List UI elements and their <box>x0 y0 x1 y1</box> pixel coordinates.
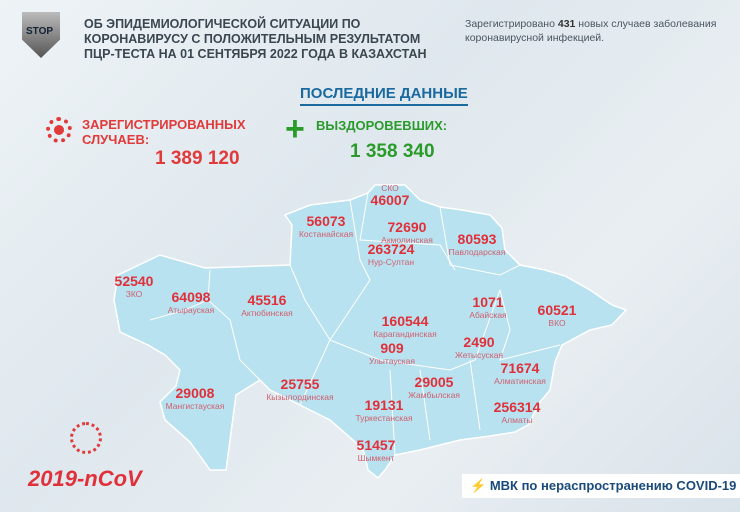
virus-icon <box>46 117 72 143</box>
region-label: 80593 Павлодарская <box>448 231 506 258</box>
region-value: 72690 <box>387 219 427 235</box>
region-label: 72690 Акмолинская <box>381 219 433 246</box>
region-name: Павлодарская <box>448 247 506 257</box>
region-label: 71674 Алматинская <box>494 360 546 387</box>
region-label: 60521 ВКО <box>537 302 577 329</box>
registered-value: 1 389 120 <box>155 148 240 169</box>
region-value: 2490 <box>463 334 495 350</box>
region-name: Актюбинская <box>241 308 293 318</box>
region-value: 25755 <box>280 376 320 392</box>
lightning-icon: ⚡ <box>470 478 490 493</box>
region-name: Жамбылская <box>408 390 460 400</box>
region-value: 263724 <box>367 241 415 257</box>
region-value: 29008 <box>175 385 215 401</box>
region-label: 256314 Алматы <box>493 399 541 426</box>
region-name: Кызылординская <box>266 392 334 402</box>
title-line: КОРОНАВИРУСУ С ПОЛОЖИТЕЛЬНЫМ РЕЗУЛЬТАТОМ <box>84 32 421 46</box>
region-value: 52540 <box>114 273 154 289</box>
region-label: 52540 ЗКО <box>114 273 154 300</box>
region-name: Карагандинская <box>373 329 437 339</box>
region-name: ВКО <box>548 318 566 328</box>
region-value: 909 <box>380 340 404 356</box>
region-name: Нур-Султан <box>367 257 415 267</box>
recovered-value: 1 358 340 <box>350 141 435 162</box>
region-label: 56073 Костанайская <box>298 213 354 240</box>
map-shape <box>113 184 628 480</box>
region-label: СКО 46007 <box>371 183 410 208</box>
registered-label: ЗАРЕГИСТРИРОВАННЫХ СЛУЧАЕВ: <box>82 117 246 147</box>
region-name: СКО <box>381 183 399 193</box>
note-suffix: новых случаев заболевания коронавирусной… <box>465 18 717 44</box>
region-label: 29005 Жамбылская <box>408 374 460 401</box>
plus-icon: + <box>285 110 305 148</box>
label-line: ЗАРЕГИСТРИРОВАННЫХ <box>82 117 246 132</box>
region-name: Костанайская <box>298 229 354 239</box>
region-label: 51457 Шымкент <box>356 437 396 464</box>
region-label: 2490 Жетысуская <box>454 334 504 361</box>
region-name: Улытауская <box>369 356 415 366</box>
region-value: 71674 <box>500 360 540 376</box>
region-value: 80593 <box>457 231 497 247</box>
latest-data-heading: ПОСЛЕДНИЕ ДАННЫЕ <box>300 85 468 106</box>
region-name: Атырауская <box>167 305 215 315</box>
region-value: 60521 <box>537 302 577 318</box>
region-value: 46007 <box>370 192 410 208</box>
region-value: 1071 <box>472 294 504 310</box>
mvk-banner: ⚡ МВК по нераспространению COVID-19 <box>462 474 740 498</box>
region-name: Туркестанская <box>355 413 413 423</box>
region-label: 263724 Нур-Султан <box>367 241 415 268</box>
ncov-label: 2019-nCoV <box>28 466 142 491</box>
region-name: Алматинская <box>494 376 546 386</box>
region-value: 64098 <box>171 289 211 305</box>
region-label: 64098 Атырауская <box>167 289 215 316</box>
title-line: ОБ ЭПИДЕМИОЛОГИЧЕСКОЙ СИТУАЦИИ ПО <box>84 17 361 31</box>
region-name: Абайская <box>469 310 507 320</box>
region-label: 25755 Кызылординская <box>266 376 334 403</box>
region-name: ЗКО <box>125 289 143 299</box>
logo-text: STOP <box>26 26 54 37</box>
region-label: 909 Улытауская <box>369 340 415 367</box>
region-name: Акмолинская <box>381 235 433 245</box>
new-cases-note: Зарегистрировано 431 новых случаев забол… <box>465 17 725 45</box>
recovered-label: ВЫЗДОРОВЕВШИХ: <box>316 118 448 133</box>
region-name: Шымкент <box>357 453 395 463</box>
region-value: 51457 <box>356 437 396 453</box>
note-prefix: Зарегистрировано <box>465 18 558 30</box>
region-borders <box>149 192 561 456</box>
region-value: 256314 <box>493 399 541 415</box>
region-name: Мангистауская <box>165 401 225 411</box>
region-value: 29005 <box>414 374 454 390</box>
mvk-text: МВК по нераспространению COVID-19 <box>489 478 737 493</box>
region-label: 45516 Актюбинская <box>241 292 293 319</box>
label-line: СЛУЧАЕВ: <box>82 132 150 147</box>
region-label: 1071 Абайская <box>469 294 507 321</box>
region-value: 56073 <box>306 213 346 229</box>
region-label: 29008 Мангистауская <box>165 385 225 412</box>
region-name: Алматы <box>501 415 533 425</box>
page-title: ОБ ЭПИДЕМИОЛОГИЧЕСКОЙ СИТУАЦИИ ПО КОРОНА… <box>84 17 444 62</box>
coronavirus-icon <box>70 422 102 454</box>
region-value: 45516 <box>247 292 287 308</box>
region-label: 160544 Карагандинская <box>373 313 437 340</box>
region-label: 19131 Туркестанская <box>355 397 413 424</box>
region-value: 19131 <box>364 397 404 413</box>
region-name: Жетысуская <box>454 350 504 360</box>
title-line: ПЦР-ТЕСТА НА 01 СЕНТЯБРЯ 2022 ГОДА В КАЗ… <box>84 47 427 61</box>
new-cases-count: 431 <box>557 18 576 30</box>
region-value: 160544 <box>381 313 429 329</box>
